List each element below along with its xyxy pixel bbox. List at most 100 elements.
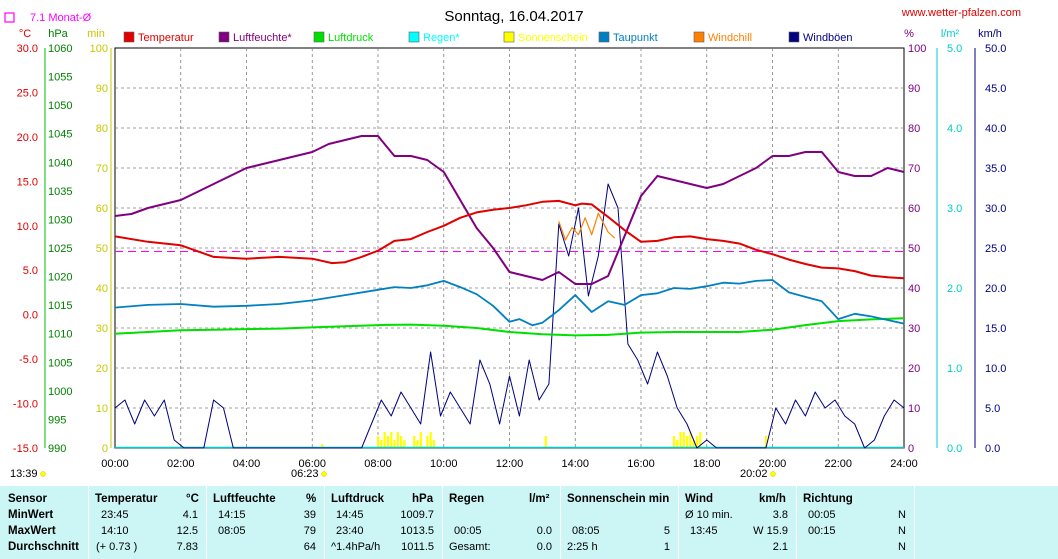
legend-swatch: [503, 31, 515, 43]
unit-rain: l/m²: [941, 28, 960, 40]
sunshine-bar: [544, 436, 547, 448]
humidity-tick-label: 30: [908, 323, 920, 335]
humidity-tick-label: 50: [908, 243, 920, 255]
chart-legend: Temperatur Luftfeuchte* Luftdruck Regen* Son…: [123, 31, 853, 44]
website-label: www.wetter-pfalzen.com: [901, 7, 1021, 19]
temp-tick-label: -10.0: [13, 399, 38, 411]
pressure-tick-label: 1010: [48, 329, 72, 341]
max-sun-value: 5: [663, 525, 670, 537]
pressure-tick-label: 1025: [48, 243, 72, 255]
sunshine-bar: [689, 432, 692, 448]
sunshine-bar: [377, 436, 380, 448]
time-tick-label: 12:00: [496, 458, 524, 470]
time-tick-label: 16:00: [627, 458, 655, 470]
wind-tick-label: 10.0: [985, 363, 1006, 375]
series-layer: [114, 135, 905, 449]
sunrise-label: 06:23: [291, 468, 319, 480]
pressure-tick-label: 1035: [48, 186, 72, 198]
humidity-tick-label: 40: [908, 283, 920, 295]
time-tick-label: 04:00: [233, 458, 261, 470]
pressure-tick-label: 990: [48, 443, 66, 455]
humidity-tick-label: 100: [908, 43, 926, 55]
unit-celsius: °C: [19, 28, 31, 40]
axis-ticks: 30.0 25.0 20.0 15.0 10.0 5.0 0.0 -5.0 -10.0 -15.0…: [13, 43, 1007, 470]
sunset-label: 20:02: [740, 468, 768, 480]
sunshine-bar: [672, 436, 676, 448]
max-press-value: 1013.5: [400, 525, 434, 537]
dewpoint-line: [114, 279, 905, 327]
sunshine-bar: [416, 440, 419, 448]
sunshine-bar: [695, 436, 699, 448]
unit-percent: %: [904, 28, 914, 40]
row-avg-label: Durchschnitt: [8, 541, 79, 553]
min-wind-value: 3.8: [772, 509, 788, 521]
max-temp-time: 14:10: [101, 525, 129, 537]
sunshine-tick-label: 20: [96, 363, 108, 375]
min-dir-time: 00:05: [808, 509, 836, 521]
statistics-table: Sensor Temperatur °C Luftfeuchte % Luftd…: [0, 486, 1058, 559]
max-wind-time: 13:45: [690, 525, 718, 537]
row-min-label: MinWert: [8, 509, 54, 521]
hdr-temp-unit: °C: [186, 493, 199, 505]
wind-tick-label: 40.0: [985, 123, 1006, 135]
avg-rain-label: Gesamt:: [449, 541, 491, 553]
legend-swatch: [218, 31, 230, 43]
sunshine-bar: [403, 440, 406, 448]
stats-separator: [560, 486, 561, 559]
sunshine-bar: [383, 432, 386, 448]
time-tick-label: 10:00: [430, 458, 458, 470]
temp-tick-label: 15.0: [17, 176, 38, 188]
sunshine-tick-label: 50: [96, 243, 108, 255]
min-temp-value: 4.1: [182, 509, 198, 521]
legend-swatch: [693, 31, 705, 43]
hdr-sunshine: Sonnenschein min: [567, 493, 670, 505]
hdr-direction: Richtung: [803, 493, 853, 505]
sunshine-tick-label: 100: [90, 43, 108, 55]
temp-tick-label: 5.0: [23, 265, 38, 277]
max-dir-time: 00:15: [808, 525, 836, 537]
sunshine-bar: [692, 440, 695, 448]
sunshine-bar: [432, 440, 436, 448]
wind-tick-label: 35.0: [985, 163, 1006, 175]
sunshine-bar: [321, 444, 324, 448]
rain-tick-label: 2.0: [947, 283, 962, 295]
sunshine-tick-label: 30: [96, 323, 108, 335]
hdr-rain: Regen: [449, 493, 485, 505]
legend-swatch: [408, 31, 420, 43]
sunset-marker: [770, 471, 776, 477]
sunshine-tick-label: 90: [96, 83, 108, 95]
pressure-tick-label: 1060: [48, 43, 72, 55]
pressure-tick-label: 1040: [48, 157, 72, 169]
rain-tick-label: 1.0: [947, 363, 962, 375]
chart-title: Sonntag, 16.04.2017: [444, 8, 583, 25]
stats-separator: [88, 486, 89, 559]
temp-tick-label: -5.0: [19, 354, 38, 366]
max-hum-value: 79: [303, 525, 316, 537]
sunshine-bar: [396, 432, 399, 448]
legend-label: Luftdruck: [328, 32, 374, 44]
time-tick-label: 24:00: [890, 458, 918, 470]
stats-separator: [442, 486, 443, 559]
min-wind-label: Ø 10 min.: [685, 509, 733, 521]
sunshine-bar: [413, 436, 416, 448]
hdr-wind: Wind: [685, 493, 713, 505]
temp-tick-label: 0.0: [23, 310, 38, 322]
min-dir-value: N: [898, 509, 906, 521]
wind-tick-label: 0.0: [985, 443, 1000, 455]
sunshine-bar: [380, 440, 383, 448]
avg-temp-value: 7.83: [176, 541, 198, 553]
pressure-tick-label: 1055: [48, 72, 72, 84]
sunshine-bar: [682, 432, 685, 448]
legend-swatch: [788, 31, 800, 43]
time-tick-label: 20:00: [759, 458, 787, 470]
time-tick-label: 02:00: [167, 458, 195, 470]
temp-tick-label: 30.0: [17, 43, 38, 55]
sunshine-tick-label: 60: [96, 203, 108, 215]
monthly-avg-label: 7.1 Monat-Ø: [30, 12, 92, 24]
temp-tick-label: 10.0: [17, 221, 38, 233]
unit-hpa: hPa: [48, 28, 68, 40]
avg-temp-trend: (+ 0.73 ): [96, 541, 138, 553]
legend-label: Windböen: [803, 32, 853, 44]
sunshine-bar: [419, 432, 422, 448]
time-tick-label: 06:00: [298, 458, 326, 470]
